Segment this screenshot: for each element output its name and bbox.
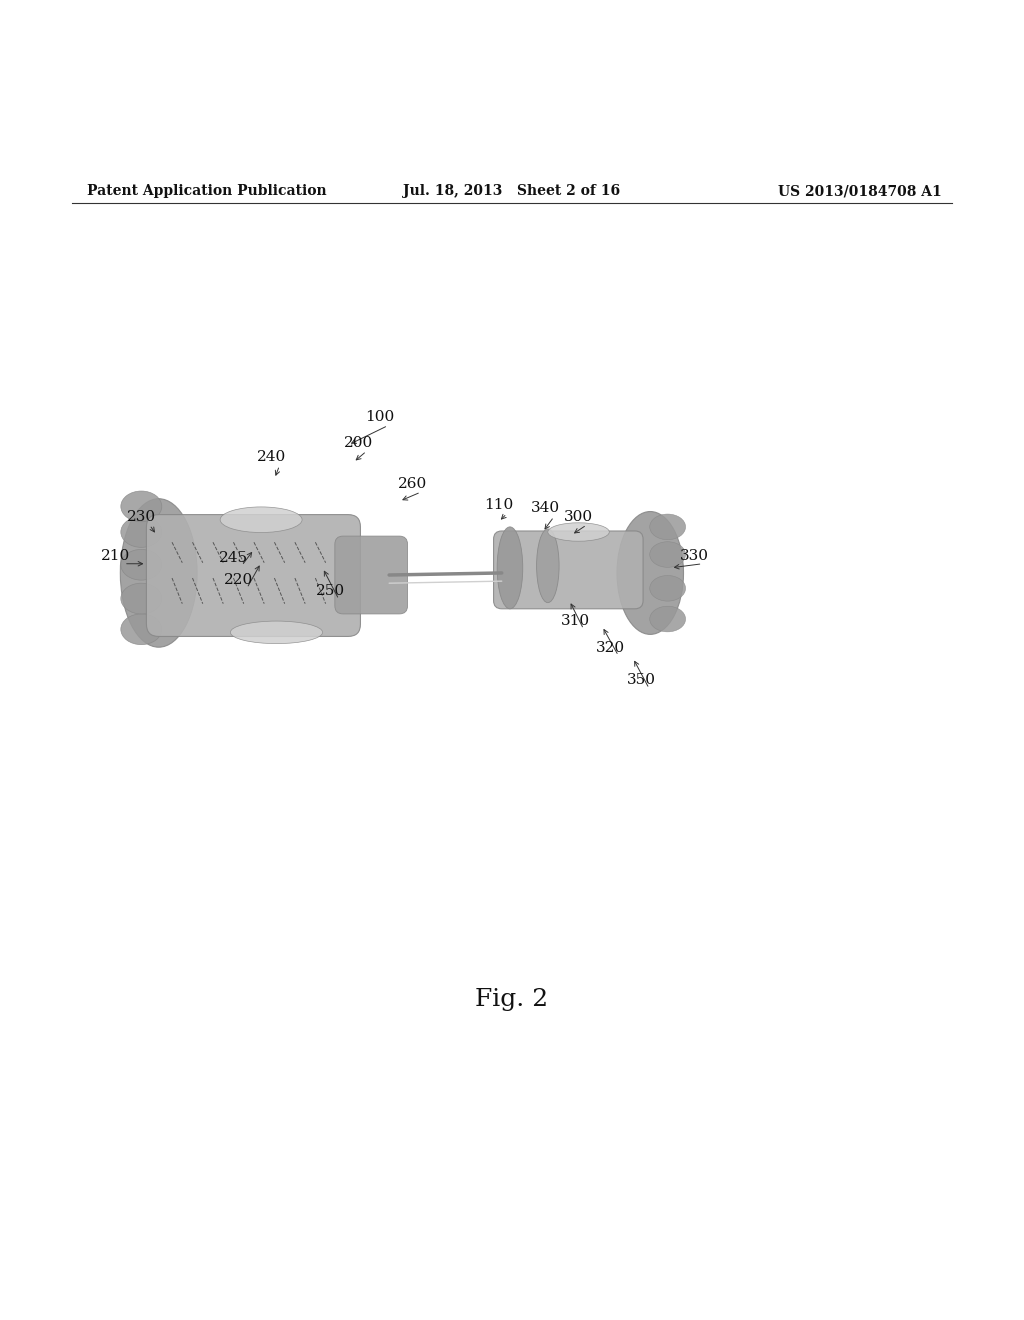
Text: 200: 200	[344, 436, 373, 450]
Ellipse shape	[650, 606, 686, 632]
Text: Fig. 2: Fig. 2	[475, 989, 549, 1011]
Text: 340: 340	[531, 502, 560, 515]
Ellipse shape	[121, 491, 162, 521]
Text: 110: 110	[484, 499, 513, 512]
Text: 300: 300	[564, 510, 593, 524]
Ellipse shape	[548, 523, 609, 541]
Text: 245: 245	[219, 550, 248, 565]
FancyBboxPatch shape	[494, 531, 643, 609]
Ellipse shape	[650, 541, 686, 568]
Text: Patent Application Publication: Patent Application Publication	[87, 183, 327, 198]
Ellipse shape	[650, 576, 686, 601]
Text: 250: 250	[316, 585, 345, 598]
Ellipse shape	[121, 549, 162, 579]
Text: 260: 260	[398, 477, 427, 491]
Text: 210: 210	[101, 549, 130, 562]
Ellipse shape	[121, 614, 162, 644]
Ellipse shape	[220, 507, 302, 532]
Ellipse shape	[650, 513, 686, 540]
Text: 100: 100	[366, 411, 394, 424]
Text: 240: 240	[257, 450, 286, 465]
Ellipse shape	[121, 499, 197, 647]
Text: 320: 320	[596, 640, 625, 655]
Ellipse shape	[537, 529, 559, 603]
Ellipse shape	[616, 512, 684, 635]
Text: US 2013/0184708 A1: US 2013/0184708 A1	[778, 183, 942, 198]
Ellipse shape	[121, 516, 162, 548]
Text: 230: 230	[127, 510, 156, 524]
FancyBboxPatch shape	[335, 536, 408, 614]
Ellipse shape	[498, 527, 522, 609]
Text: 350: 350	[627, 673, 655, 688]
Ellipse shape	[230, 622, 323, 644]
Ellipse shape	[121, 583, 162, 614]
Text: 310: 310	[561, 614, 590, 628]
Text: Jul. 18, 2013   Sheet 2 of 16: Jul. 18, 2013 Sheet 2 of 16	[403, 183, 621, 198]
FancyBboxPatch shape	[146, 515, 360, 636]
Text: 330: 330	[680, 549, 709, 562]
Text: 220: 220	[224, 573, 253, 587]
